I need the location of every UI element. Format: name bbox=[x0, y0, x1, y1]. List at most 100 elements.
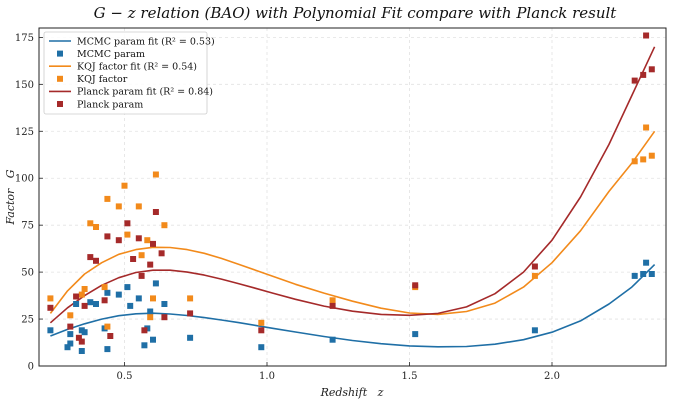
fit-line-mcmc-param-fit-r-0-53 bbox=[50, 264, 656, 348]
point-kqj-factor bbox=[104, 195, 111, 202]
point-mcmc-param bbox=[648, 271, 655, 277]
point-kqj-factor bbox=[47, 295, 54, 302]
point-planck-param bbox=[648, 66, 655, 73]
point-mcmc-param bbox=[643, 259, 650, 266]
legend-box bbox=[43, 31, 208, 115]
point-mcmc-param bbox=[93, 301, 99, 307]
point-kqj-factor bbox=[150, 295, 156, 302]
point-planck-param bbox=[93, 257, 99, 264]
point-planck-param bbox=[531, 263, 538, 270]
legend: MCMC param fit (R² = 0.53) MCMC param KQJ … bbox=[43, 31, 215, 115]
point-mcmc-param bbox=[124, 284, 131, 291]
legend-entry-label: MCMC param bbox=[77, 49, 145, 60]
point-mcmc-param bbox=[150, 336, 156, 343]
x-tick-label: 2.0 bbox=[544, 371, 560, 382]
point-kqj-factor bbox=[124, 231, 131, 238]
point-mcmc-param bbox=[87, 299, 94, 306]
point-mcmc-param bbox=[78, 348, 85, 354]
x-tick-label: 1.5 bbox=[402, 371, 418, 382]
y-tick-label: 75 bbox=[21, 221, 34, 232]
point-mcmc-param bbox=[115, 291, 122, 298]
point-planck-param bbox=[412, 282, 419, 289]
point-planck-param bbox=[150, 240, 156, 247]
point-kqj-factor bbox=[648, 152, 655, 159]
point-kqj-factor bbox=[187, 295, 194, 302]
legend-marker-swatch bbox=[57, 101, 63, 107]
point-planck-param bbox=[135, 235, 142, 242]
point-planck-param bbox=[87, 254, 94, 261]
point-mcmc-param bbox=[141, 342, 148, 349]
point-mcmc-param bbox=[631, 272, 638, 279]
point-planck-param bbox=[161, 314, 168, 321]
point-mcmc-param bbox=[67, 331, 74, 338]
legend-entry-label: MCMC param fit (R² = 0.53) bbox=[77, 36, 215, 47]
point-kqj-factor bbox=[81, 286, 88, 292]
point-kqj-factor bbox=[640, 156, 647, 163]
point-kqj-factor bbox=[135, 203, 142, 210]
point-mcmc-param bbox=[104, 289, 111, 296]
point-planck-param bbox=[643, 32, 650, 39]
point-kqj-factor bbox=[93, 224, 99, 230]
point-planck-param bbox=[115, 237, 122, 244]
chart-title: G − z relation (BAO) with Polynomial Fit… bbox=[94, 4, 618, 22]
point-planck-param bbox=[152, 209, 159, 215]
point-mcmc-param bbox=[531, 327, 538, 334]
y-tick-label: 125 bbox=[15, 127, 34, 138]
y-tick-label: 150 bbox=[15, 80, 34, 91]
legend-entry-label: KQJ factor fit (R² = 0.54) bbox=[77, 62, 197, 73]
point-planck-param bbox=[130, 256, 137, 262]
y-tick-label: 100 bbox=[15, 174, 34, 185]
point-mcmc-param bbox=[127, 302, 134, 309]
point-planck-param bbox=[158, 250, 165, 257]
point-mcmc-param bbox=[258, 344, 265, 351]
point-kqj-factor bbox=[631, 158, 638, 165]
legend-marker-swatch bbox=[57, 50, 63, 57]
point-kqj-factor bbox=[121, 182, 128, 189]
point-mcmc-param bbox=[64, 344, 71, 351]
point-planck-param bbox=[75, 334, 82, 341]
point-kqj-factor bbox=[104, 323, 111, 330]
point-kqj-factor bbox=[144, 237, 151, 244]
point-kqj-factor bbox=[531, 272, 538, 279]
point-planck-param bbox=[73, 293, 80, 300]
point-kqj-factor bbox=[161, 222, 168, 229]
point-mcmc-param bbox=[161, 301, 168, 307]
point-mcmc-param bbox=[104, 346, 111, 353]
y-axis-label: Factor G bbox=[4, 169, 17, 225]
y-tick-label: 175 bbox=[15, 33, 34, 44]
series-points bbox=[47, 32, 655, 354]
point-planck-param bbox=[138, 272, 145, 279]
fit-line-planck-param-fit-r-0-84 bbox=[49, 46, 656, 324]
point-planck-param bbox=[258, 327, 265, 334]
y-tick-label: 25 bbox=[21, 315, 34, 326]
point-mcmc-param bbox=[81, 329, 88, 336]
point-kqj-factor bbox=[329, 297, 336, 304]
point-kqj-factor bbox=[138, 252, 145, 259]
point-planck-param bbox=[78, 338, 85, 345]
point-mcmc-param bbox=[152, 280, 159, 287]
point-kqj-factor bbox=[78, 291, 85, 298]
point-kqj-factor bbox=[87, 220, 94, 227]
point-mcmc-param bbox=[187, 334, 194, 341]
point-planck-param bbox=[329, 302, 336, 309]
point-planck-param bbox=[101, 297, 108, 304]
point-kqj-factor bbox=[258, 319, 265, 326]
legend-marker-swatch bbox=[57, 75, 63, 82]
point-kqj-factor bbox=[67, 312, 74, 319]
point-kqj-factor bbox=[643, 124, 650, 131]
legend-entry-label: Planck param fit (R² = 0.84) bbox=[77, 87, 213, 98]
x-ticks: 0.5 1.0 1.5 2.0 bbox=[117, 362, 560, 382]
x-axis-label: Redshift z bbox=[320, 386, 384, 399]
point-planck-param bbox=[67, 323, 74, 330]
point-planck-param bbox=[187, 310, 194, 317]
point-planck-param bbox=[141, 327, 148, 334]
legend-entry-label: Planck param bbox=[77, 99, 143, 110]
point-mcmc-param bbox=[412, 331, 419, 338]
point-planck-param bbox=[107, 333, 114, 339]
x-tick-label: 0.5 bbox=[117, 371, 133, 382]
point-planck-param bbox=[104, 233, 111, 240]
x-tick-label: 1.0 bbox=[259, 371, 275, 382]
y-ticks: 0 25 50 75 100 125 150 175 bbox=[15, 33, 43, 373]
point-mcmc-param bbox=[329, 336, 336, 343]
